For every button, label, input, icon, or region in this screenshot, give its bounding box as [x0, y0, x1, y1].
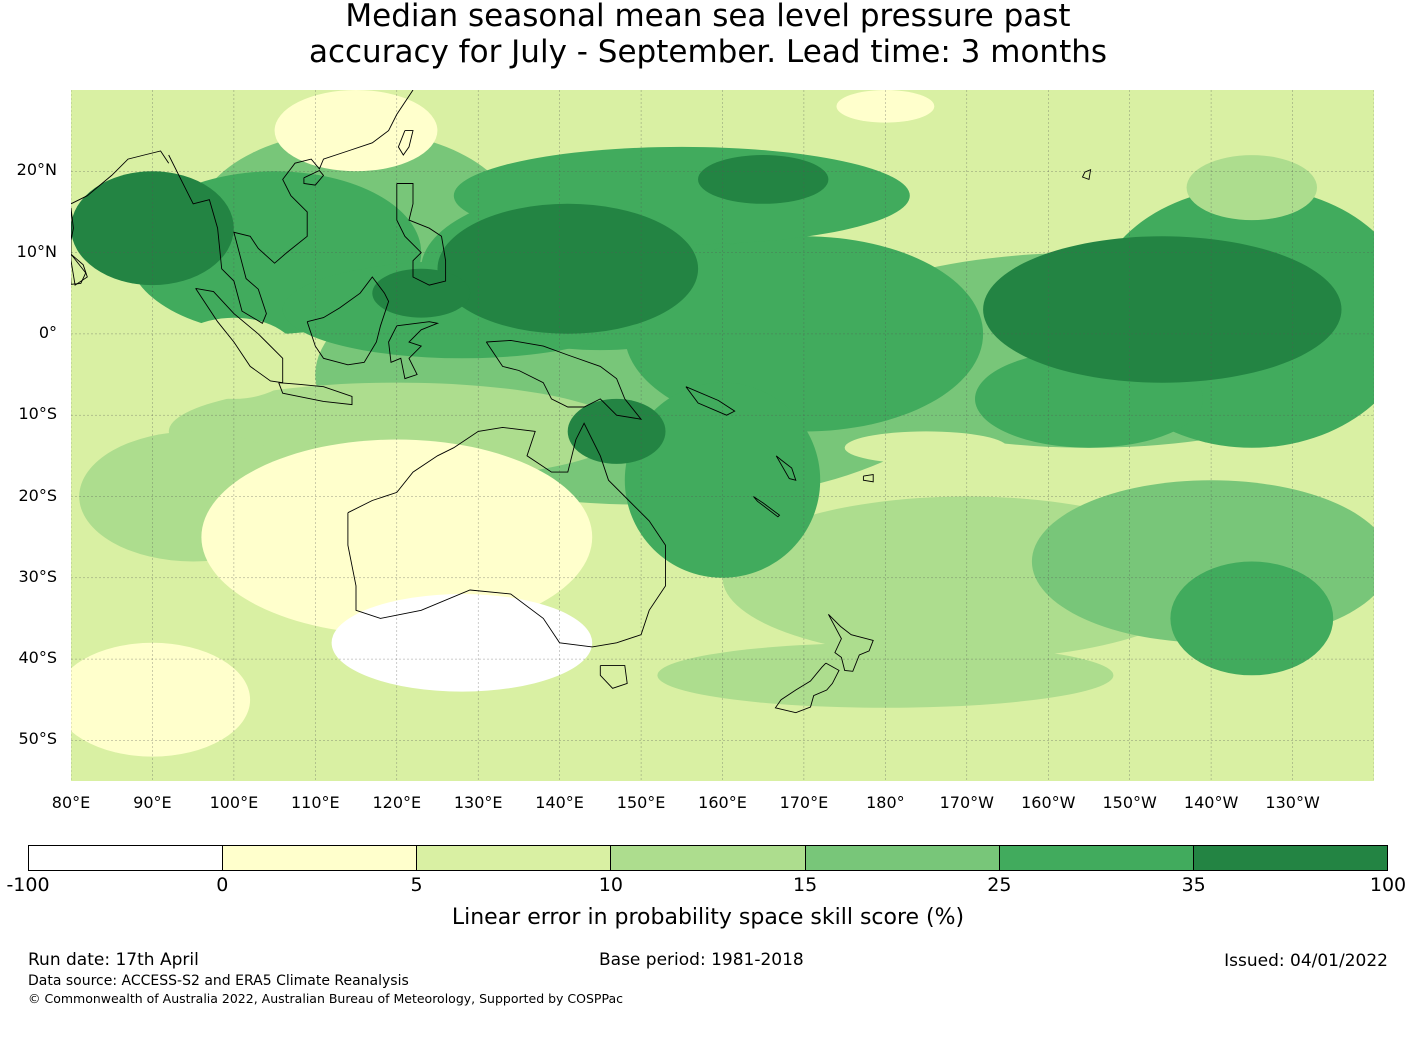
tasmania-coast — [599, 665, 628, 689]
latitude-label: 50°S — [18, 729, 57, 749]
colorbar — [28, 845, 1388, 871]
colorbar-segment — [223, 846, 418, 870]
java-coast — [278, 382, 353, 406]
longitude-label: 160°E — [698, 793, 747, 812]
skill-region — [1170, 561, 1334, 676]
vanuatu-coast — [775, 455, 797, 481]
skill-region — [1186, 155, 1318, 221]
colorbar-tick-label: 25 — [987, 874, 1012, 896]
colorbar-tick-label: 35 — [1181, 874, 1206, 896]
colorbar-segment — [1193, 846, 1387, 870]
colorbar-tick-label: 15 — [793, 874, 818, 896]
coastlines — [71, 90, 1092, 714]
skill-region — [698, 155, 829, 204]
borneo-coast — [306, 276, 390, 366]
colorbar-segment — [805, 846, 1000, 870]
skill-region — [437, 203, 699, 334]
new-caledonia-coast — [753, 496, 781, 518]
longitude-label: 150°W — [1102, 793, 1157, 812]
colorbar-label: Linear error in probability space skill … — [451, 905, 965, 930]
longitude-label: 150°E — [616, 793, 666, 812]
sulawesi-coast — [388, 321, 440, 380]
skill-region — [983, 236, 1342, 383]
longitude-label: 120°E — [372, 793, 422, 812]
colorbar-tick-label: -100 — [6, 874, 50, 896]
copyright: © Commonwealth of Australia 2022, Austra… — [28, 991, 623, 1006]
colorbar-segment — [417, 846, 612, 870]
north-island-coast — [828, 613, 874, 672]
longitude-label: 110°E — [290, 793, 340, 812]
taiwan-coast — [397, 130, 414, 156]
graticule — [71, 90, 1374, 781]
colorbar-segment — [611, 846, 806, 870]
skill-region — [71, 642, 251, 757]
colorbar-segment — [29, 846, 224, 870]
latitude-label: 0° — [38, 322, 57, 342]
skill-region — [201, 439, 593, 635]
skill-region — [624, 382, 821, 578]
longitude-label: 100°E — [209, 793, 259, 812]
hawaii-coast — [1081, 168, 1092, 181]
fiji-coast — [862, 473, 874, 483]
colorbar-tick-label: 0 — [216, 874, 229, 896]
longitude-label: 130°W — [1265, 793, 1320, 812]
skill-region — [567, 398, 666, 464]
latitude-label: 20°N — [16, 160, 57, 180]
latitude-label: 20°S — [18, 485, 57, 505]
longitude-label: 80°E — [51, 793, 91, 812]
base-period: Base period: 1981-2018 — [599, 950, 804, 970]
skill-region — [331, 594, 593, 692]
hainan-coast — [303, 169, 325, 186]
longitude-label: 180° — [866, 793, 905, 812]
india-east-coast — [71, 150, 170, 205]
sumatra-coast — [195, 287, 284, 384]
skill-region — [71, 171, 234, 286]
map-title-line-1: Median seasonal mean sea level pressure … — [345, 0, 1071, 34]
longitude-label: 170°W — [939, 793, 994, 812]
data-source: Data source: ACCESS-S2 and ERA5 Climate … — [28, 973, 409, 989]
map-panel — [71, 90, 1374, 781]
philippines-coast — [396, 183, 447, 286]
colorbar-tick-label: 5 — [410, 874, 423, 896]
latitude-label: 40°S — [18, 648, 57, 668]
australia-coast — [347, 422, 666, 648]
india-coast — [71, 207, 88, 286]
skill-region — [844, 431, 1008, 465]
new-guinea-coast — [485, 339, 643, 420]
map-title-line-2: accuracy for July - September. Lead time… — [308, 34, 1108, 70]
issued-date: Issued: 04/01/2022 — [1224, 951, 1388, 971]
longitude-label: 130°E — [453, 793, 503, 812]
solomons-coast — [685, 386, 736, 416]
south-island-coast — [774, 662, 840, 714]
longitude-label: 140°E — [535, 793, 584, 812]
latitude-label: 10°S — [18, 404, 57, 424]
run-date: Run date: 17th April — [28, 950, 199, 970]
longitude-label: 90°E — [133, 793, 172, 812]
indochina-coast — [168, 90, 414, 324]
latitude-label: 10°N — [16, 241, 57, 261]
skill-region — [372, 268, 471, 318]
colorbar-tick-label: 10 — [598, 874, 623, 896]
sri-lanka-coast — [71, 253, 87, 285]
longitude-label: 160°W — [1021, 793, 1076, 812]
longitude-label: 170°E — [779, 793, 829, 812]
latitude-label: 30°S — [18, 566, 57, 586]
longitude-label: 140°W — [1183, 793, 1239, 812]
colorbar-segment — [999, 846, 1194, 870]
colorbar-tick-label: 100 — [1369, 874, 1407, 896]
